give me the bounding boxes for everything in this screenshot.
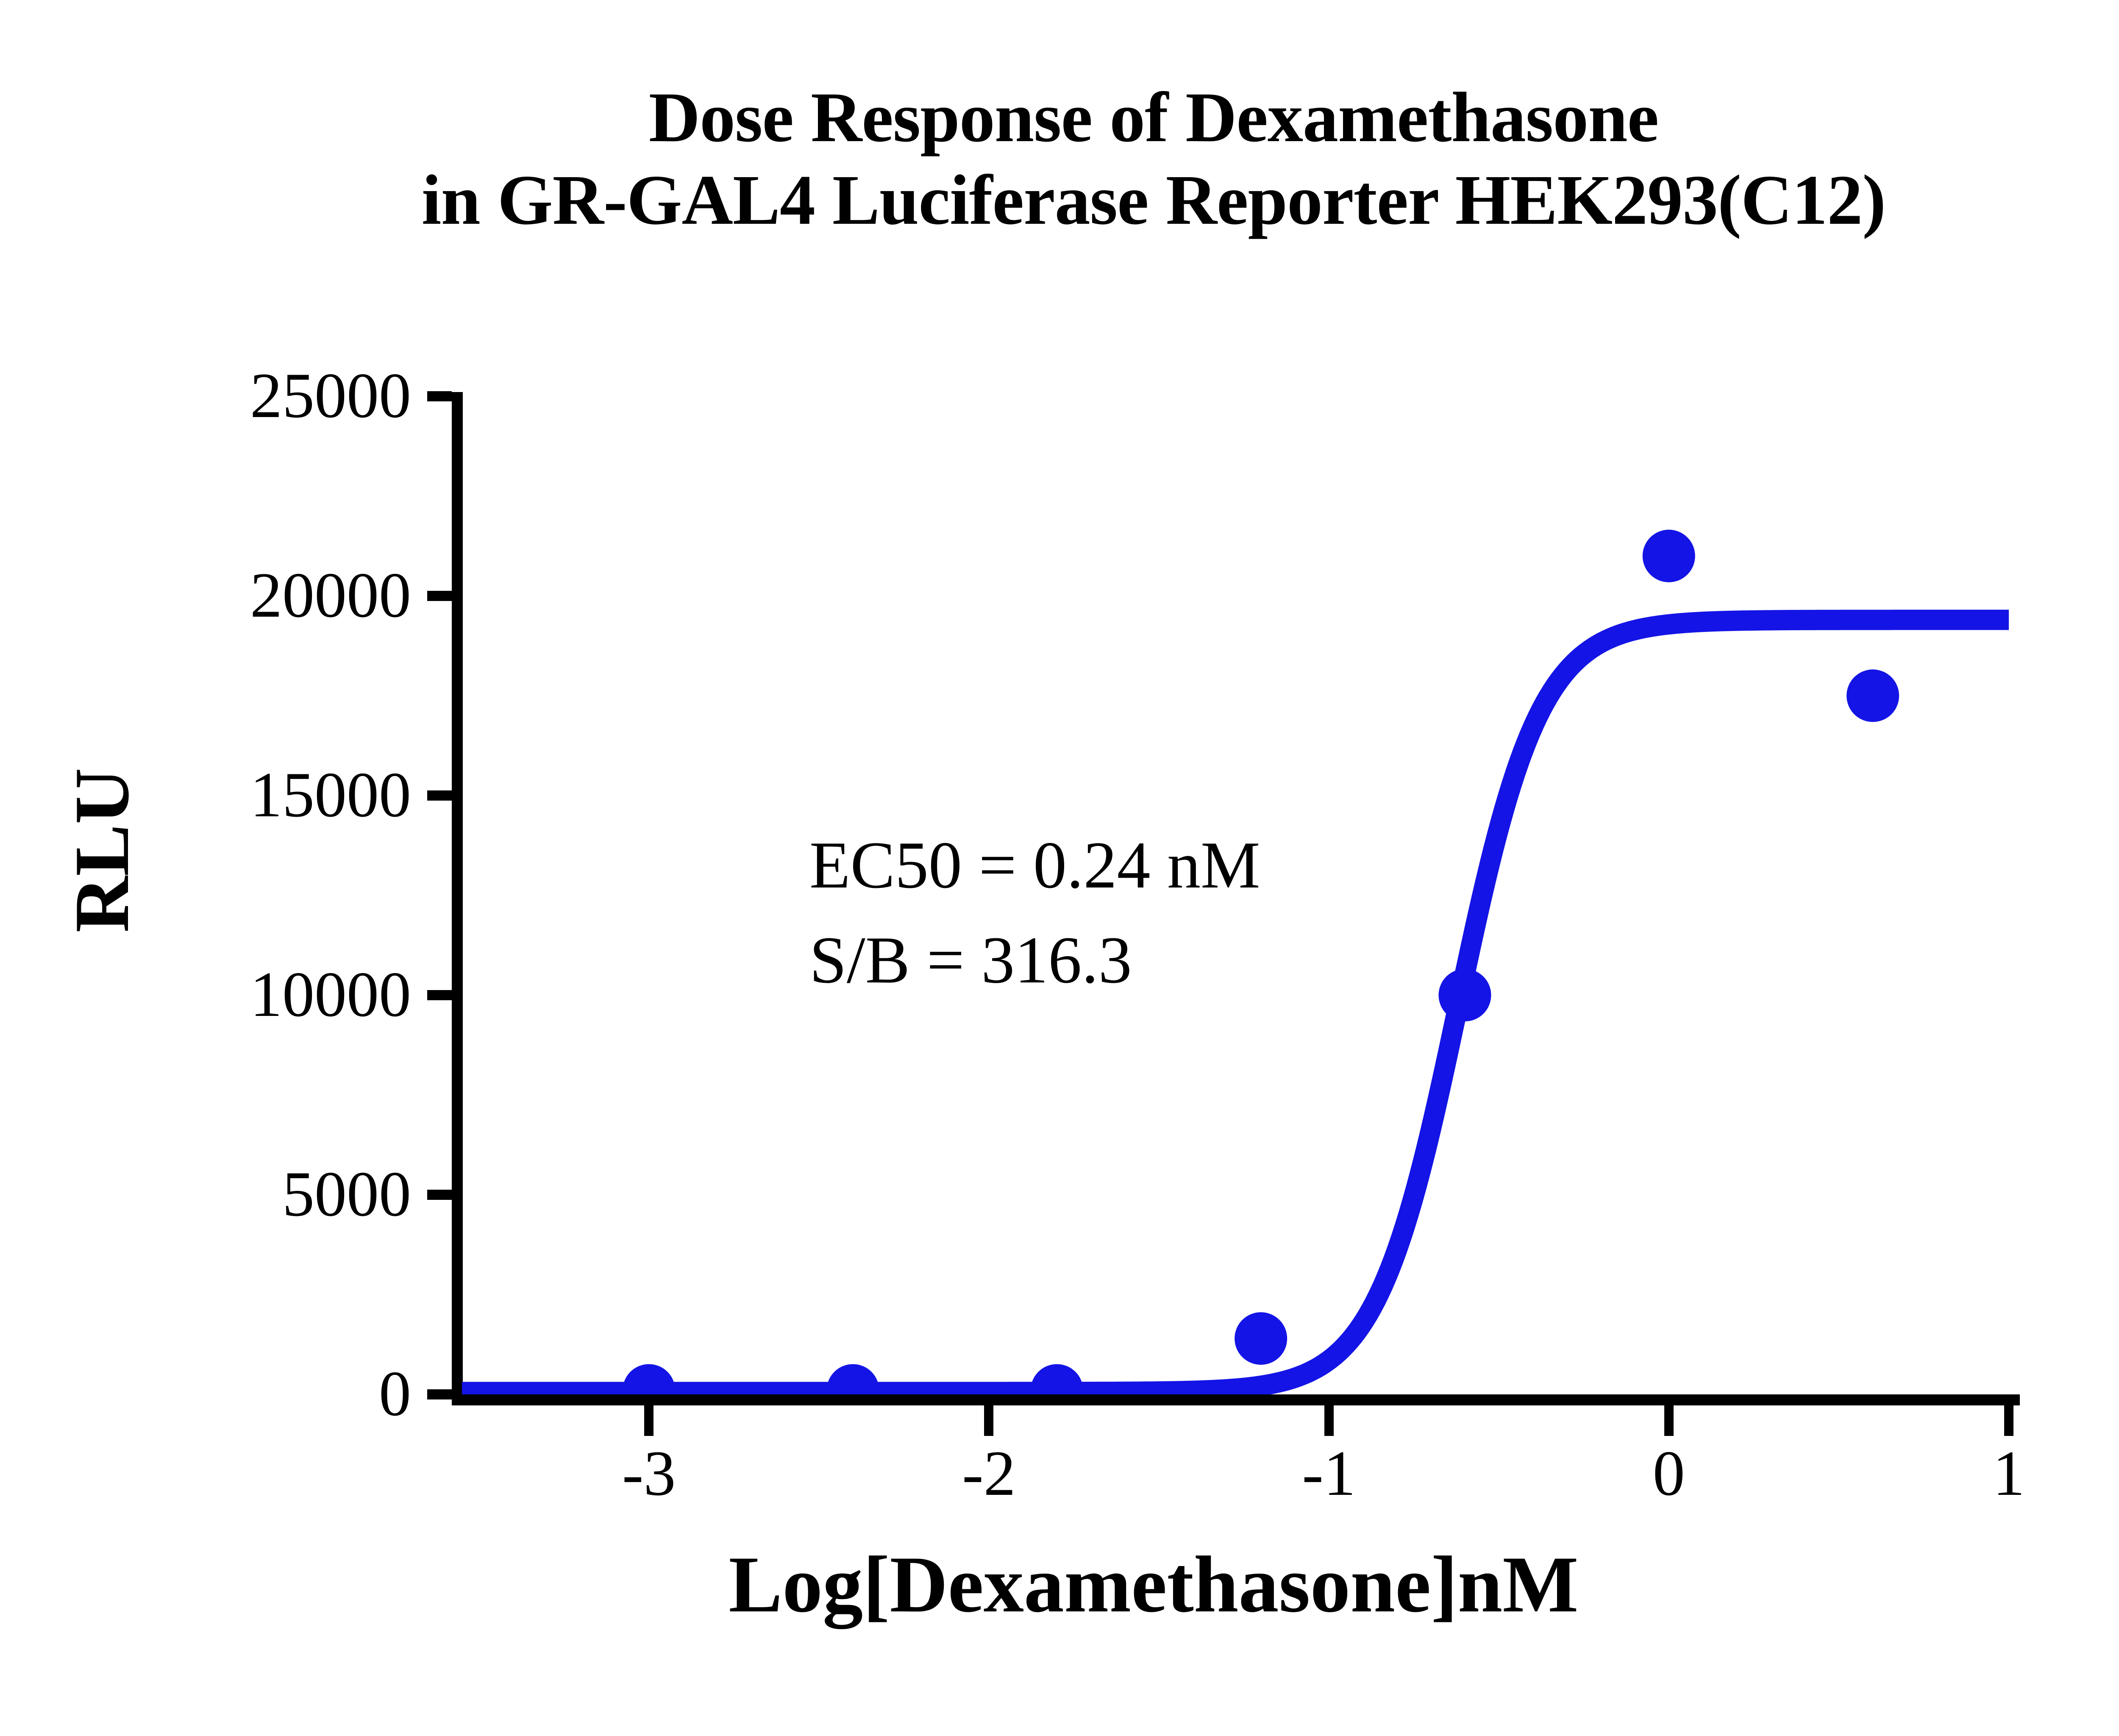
y-axis-spine [452, 392, 463, 1399]
data-point-marker [1235, 1312, 1288, 1365]
x-axis-title: Log[Dexamethasone]nM [729, 1540, 1579, 1629]
data-point-markers [623, 529, 1899, 1394]
y-axis-tick-label: 10000 [250, 959, 411, 1030]
chart-title: Dose Response of Dexamethasone in GR-GAL… [0, 76, 2119, 242]
annotation-block: EC50 = 0.24 nM S/B = 316.3 [809, 818, 1260, 1008]
data-point-marker [1438, 969, 1491, 1021]
x-axis-tick [984, 1405, 994, 1436]
data-plot [462, 529, 2009, 1394]
x-axis-spine [452, 1394, 2020, 1405]
x-axis-tick [1664, 1405, 1674, 1436]
chart-title-line-1: Dose Response of Dexamethasone [648, 78, 1659, 157]
chart-title-line-2: in GR-GAL4 Luciferase Reporter HEK293(C1… [421, 160, 1886, 239]
x-axis-tick [2004, 1405, 2013, 1436]
data-point-marker [826, 1364, 879, 1394]
x-axis-tick-label: -2 [962, 1438, 1016, 1509]
y-axis-tick-label: 0 [379, 1358, 411, 1429]
y-axis-tick-label: 25000 [250, 360, 411, 431]
y-axis-tick [427, 790, 452, 801]
y-axis-tick [427, 391, 452, 401]
data-point-marker [623, 1364, 676, 1394]
y-axis-tick-label: 20000 [250, 559, 411, 631]
data-point-marker [1642, 529, 1695, 582]
y-axis-tick [427, 990, 452, 1000]
x-axis-tick-label: -1 [1302, 1438, 1356, 1509]
y-axis-tick-label: 15000 [250, 759, 411, 830]
data-point-marker [1846, 669, 1899, 722]
fit-curve [462, 609, 2009, 1394]
x-axis-tick-label: 1 [1993, 1438, 2025, 1509]
sb-annotation: S/B = 316.3 [809, 923, 1132, 998]
y-axis-tick [427, 591, 452, 601]
plot-area [462, 396, 2009, 1394]
x-axis-tick [644, 1405, 654, 1436]
y-axis-tick [427, 1389, 452, 1399]
x-axis-tick [1324, 1405, 1334, 1436]
x-axis-tick-label: -3 [622, 1438, 676, 1509]
x-axis-tick-label: 0 [1652, 1438, 1685, 1509]
y-axis-tick [427, 1190, 452, 1200]
y-axis-tick-label: 5000 [282, 1158, 411, 1230]
ec50-annotation: EC50 = 0.24 nM [809, 828, 1260, 902]
data-point-marker [1030, 1364, 1083, 1394]
y-axis-title: RLU [58, 768, 145, 933]
